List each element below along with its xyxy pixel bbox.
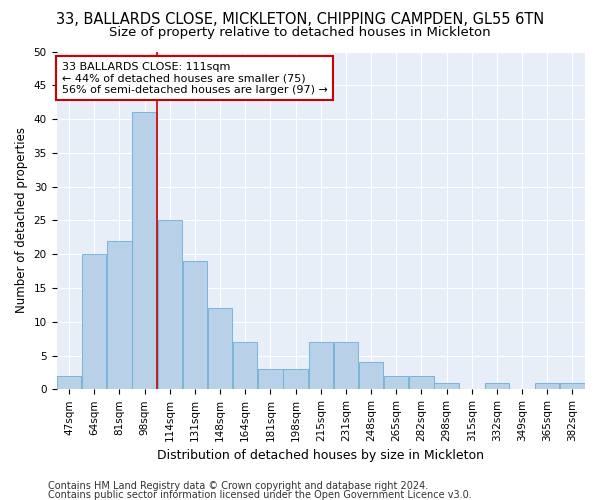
Bar xyxy=(434,382,459,390)
Bar xyxy=(334,342,358,390)
Bar xyxy=(485,382,509,390)
Text: 33 BALLARDS CLOSE: 111sqm
← 44% of detached houses are smaller (75)
56% of semi-: 33 BALLARDS CLOSE: 111sqm ← 44% of detac… xyxy=(62,62,328,95)
Bar xyxy=(57,376,82,390)
Bar xyxy=(308,342,333,390)
Text: Contains HM Land Registry data © Crown copyright and database right 2024.: Contains HM Land Registry data © Crown c… xyxy=(48,481,428,491)
Bar xyxy=(208,308,232,390)
Text: Contains public sector information licensed under the Open Government Licence v3: Contains public sector information licen… xyxy=(48,490,472,500)
Bar xyxy=(107,240,131,390)
Bar xyxy=(82,254,106,390)
Bar xyxy=(133,112,157,390)
Bar xyxy=(409,376,434,390)
Bar xyxy=(359,362,383,390)
Bar xyxy=(233,342,257,390)
Bar xyxy=(535,382,559,390)
Text: 33, BALLARDS CLOSE, MICKLETON, CHIPPING CAMPDEN, GL55 6TN: 33, BALLARDS CLOSE, MICKLETON, CHIPPING … xyxy=(56,12,544,28)
Y-axis label: Number of detached properties: Number of detached properties xyxy=(15,128,28,314)
Bar xyxy=(158,220,182,390)
Bar xyxy=(560,382,584,390)
X-axis label: Distribution of detached houses by size in Mickleton: Distribution of detached houses by size … xyxy=(157,450,484,462)
Bar xyxy=(384,376,409,390)
Bar xyxy=(183,261,207,390)
Bar xyxy=(258,369,283,390)
Text: Size of property relative to detached houses in Mickleton: Size of property relative to detached ho… xyxy=(109,26,491,39)
Bar xyxy=(283,369,308,390)
